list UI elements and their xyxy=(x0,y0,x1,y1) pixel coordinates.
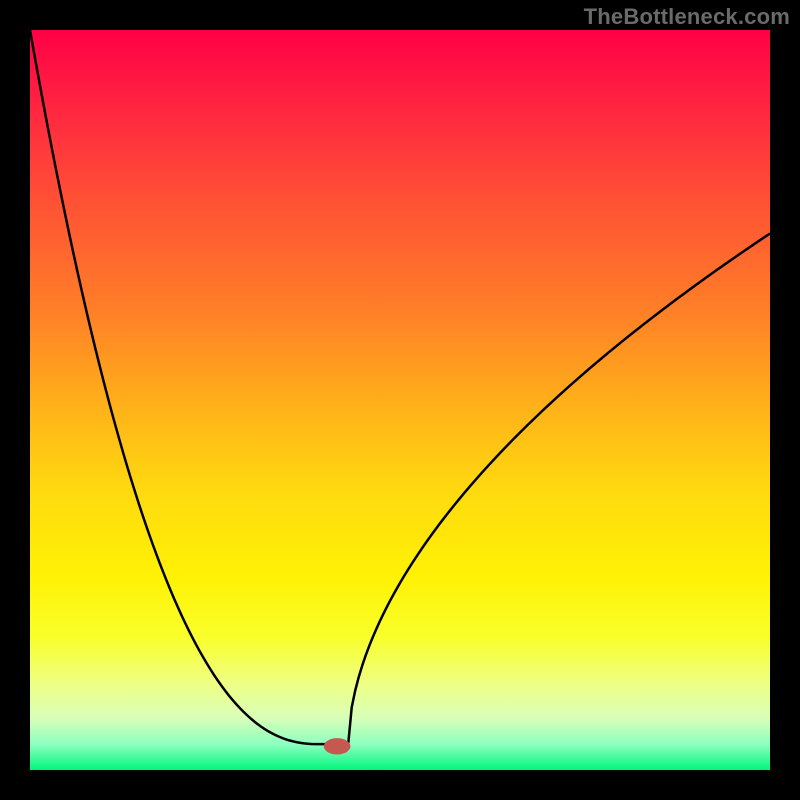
watermark-text: TheBottleneck.com xyxy=(584,4,790,30)
bottleneck-chart xyxy=(0,0,800,800)
optimum-marker xyxy=(324,738,351,754)
plot-background xyxy=(30,30,770,770)
chart-container: TheBottleneck.com xyxy=(0,0,800,800)
